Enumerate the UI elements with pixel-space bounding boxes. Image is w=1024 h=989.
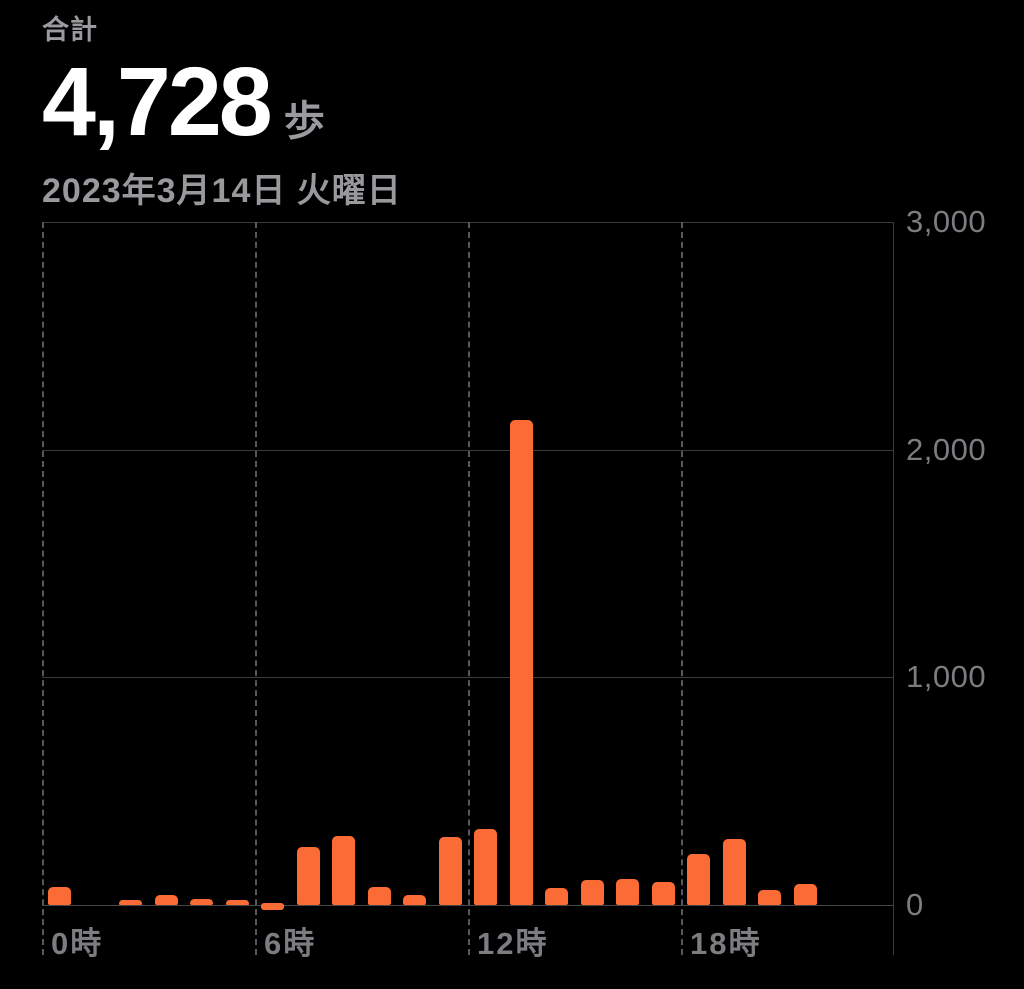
hour-bar[interactable]	[722, 838, 746, 905]
x-gridline-dashed	[468, 222, 470, 955]
hour-bar[interactable]	[438, 836, 462, 905]
y-tick-label: 0	[906, 887, 924, 922]
summary-header: 合計 4,728 歩 2023年3月14日 火曜日	[42, 8, 402, 212]
y-tick-label: 1,000	[906, 659, 987, 695]
total-value-row: 4,728 歩	[42, 53, 402, 150]
x-gridline-dashed	[681, 222, 683, 955]
date-label: 2023年3月14日 火曜日	[42, 172, 402, 210]
hour-bar[interactable]	[651, 882, 675, 905]
hour-bar[interactable]	[403, 894, 426, 905]
hour-bar[interactable]	[154, 894, 178, 905]
hour-bar[interactable]	[48, 886, 71, 905]
hour-bar[interactable]	[261, 903, 284, 910]
y-tick-label: 2,000	[906, 431, 987, 467]
x-tick-label: 6時	[264, 926, 317, 961]
hour-bar[interactable]	[190, 899, 213, 905]
steps-bar-chart[interactable]: 0 1,000 2,000 3,000 0時 6時 12時 18時	[42, 204, 986, 961]
hour-bar[interactable]	[545, 887, 568, 905]
y-tick-label: 3,000	[906, 204, 987, 239]
total-label: 合計	[42, 15, 98, 45]
x-tick-label: 18時	[690, 926, 762, 961]
x-tick-label: 0時	[51, 926, 104, 961]
steps-unit-label: 歩	[283, 98, 326, 144]
hour-bar[interactable]	[332, 835, 355, 905]
x-gridline-dashed	[255, 222, 257, 955]
hour-bar[interactable]	[225, 900, 249, 905]
hour-bar[interactable]	[119, 900, 142, 905]
hour-bar[interactable]	[474, 828, 497, 905]
hour-bar[interactable]	[616, 878, 639, 905]
hour-bar[interactable]	[367, 886, 391, 905]
hour-bar[interactable]	[758, 890, 781, 905]
hour-bar[interactable]	[509, 420, 533, 905]
hour-bar[interactable]	[580, 879, 604, 905]
x-tick-label: 12時	[477, 926, 549, 961]
y-axis-line	[893, 222, 894, 955]
x-gridline-dashed	[42, 222, 44, 955]
hour-bar[interactable]	[296, 846, 320, 905]
hour-bar[interactable]	[687, 853, 710, 905]
total-steps-value: 4,728	[42, 47, 273, 156]
hour-bar[interactable]	[793, 883, 817, 905]
